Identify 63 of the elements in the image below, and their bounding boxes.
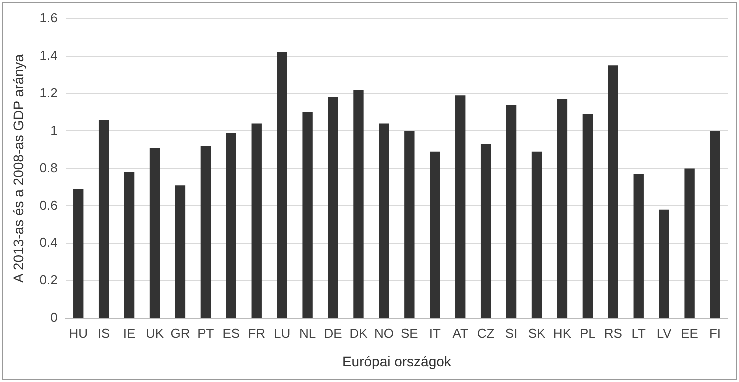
bar — [532, 152, 542, 318]
y-tick-label: 0.6 — [40, 198, 58, 213]
x-tick-label: PL — [580, 326, 596, 341]
bar — [200, 146, 212, 318]
bar — [74, 189, 84, 318]
bar — [710, 131, 720, 318]
x-tick-label: IS — [98, 326, 111, 341]
x-tick-label: GR — [170, 326, 190, 341]
bar — [480, 144, 492, 318]
bar — [608, 66, 618, 318]
bar — [506, 104, 517, 318]
x-tick-label: LU — [274, 326, 291, 341]
x-tick-label: NL — [299, 326, 316, 341]
x-tick-label: ES — [222, 326, 240, 341]
x-tick-label: PT — [198, 326, 214, 341]
y-tick-label: 0 — [50, 310, 58, 326]
x-tick-label: NO — [374, 326, 394, 341]
y-tick-label: 0.2 — [40, 272, 58, 288]
x-tick-label: IE — [123, 326, 136, 341]
bar — [150, 148, 160, 318]
x-axis-title: Európai országok — [342, 353, 452, 370]
x-tick-label: EE — [681, 326, 699, 341]
x-tick-label: LV — [656, 326, 672, 341]
x-tick-label: HK — [553, 326, 572, 341]
bar — [456, 96, 466, 318]
bar — [354, 90, 364, 318]
x-tick-label: DK — [350, 326, 368, 341]
x-tick-label: AT — [452, 326, 468, 341]
bar — [557, 99, 568, 318]
x-tick-label: SK — [528, 326, 546, 341]
bar — [124, 172, 135, 318]
bar — [252, 124, 262, 318]
y-tick-label: 1.2 — [40, 85, 58, 100]
x-tick-label: DE — [324, 326, 343, 341]
bar — [634, 174, 644, 318]
y-tick-label: 1 — [50, 122, 58, 138]
x-tick-label: FR — [248, 326, 266, 341]
bar — [582, 114, 594, 318]
bar — [404, 131, 415, 318]
y-tick-label: 0.8 — [40, 160, 58, 176]
x-tick-label: CZ — [477, 326, 495, 341]
bar — [430, 152, 440, 318]
bar — [226, 133, 236, 318]
y-tick-label: 1.6 — [40, 10, 58, 26]
bar — [379, 124, 390, 318]
bar — [302, 112, 313, 318]
bar — [659, 210, 670, 318]
x-tick-label: HU — [69, 326, 88, 341]
bar — [684, 168, 695, 318]
x-tick-label: FI — [709, 326, 722, 341]
x-tick-label: SI — [505, 326, 518, 341]
x-tick-label: LT — [632, 326, 646, 341]
bar — [328, 98, 338, 318]
bar — [98, 120, 110, 318]
y-tick-label: 1.4 — [40, 48, 58, 63]
bar — [277, 52, 288, 318]
x-tick-label: UK — [146, 326, 164, 341]
x-tick-label: SE — [400, 326, 419, 341]
y-tick-label: 0.4 — [40, 235, 58, 250]
y-axis-title: A 2013-as és a 2008-as GDP aránya — [10, 54, 26, 283]
bar — [175, 186, 186, 318]
x-tick-label: IT — [429, 326, 441, 341]
x-tick-label: RS — [604, 326, 623, 341]
